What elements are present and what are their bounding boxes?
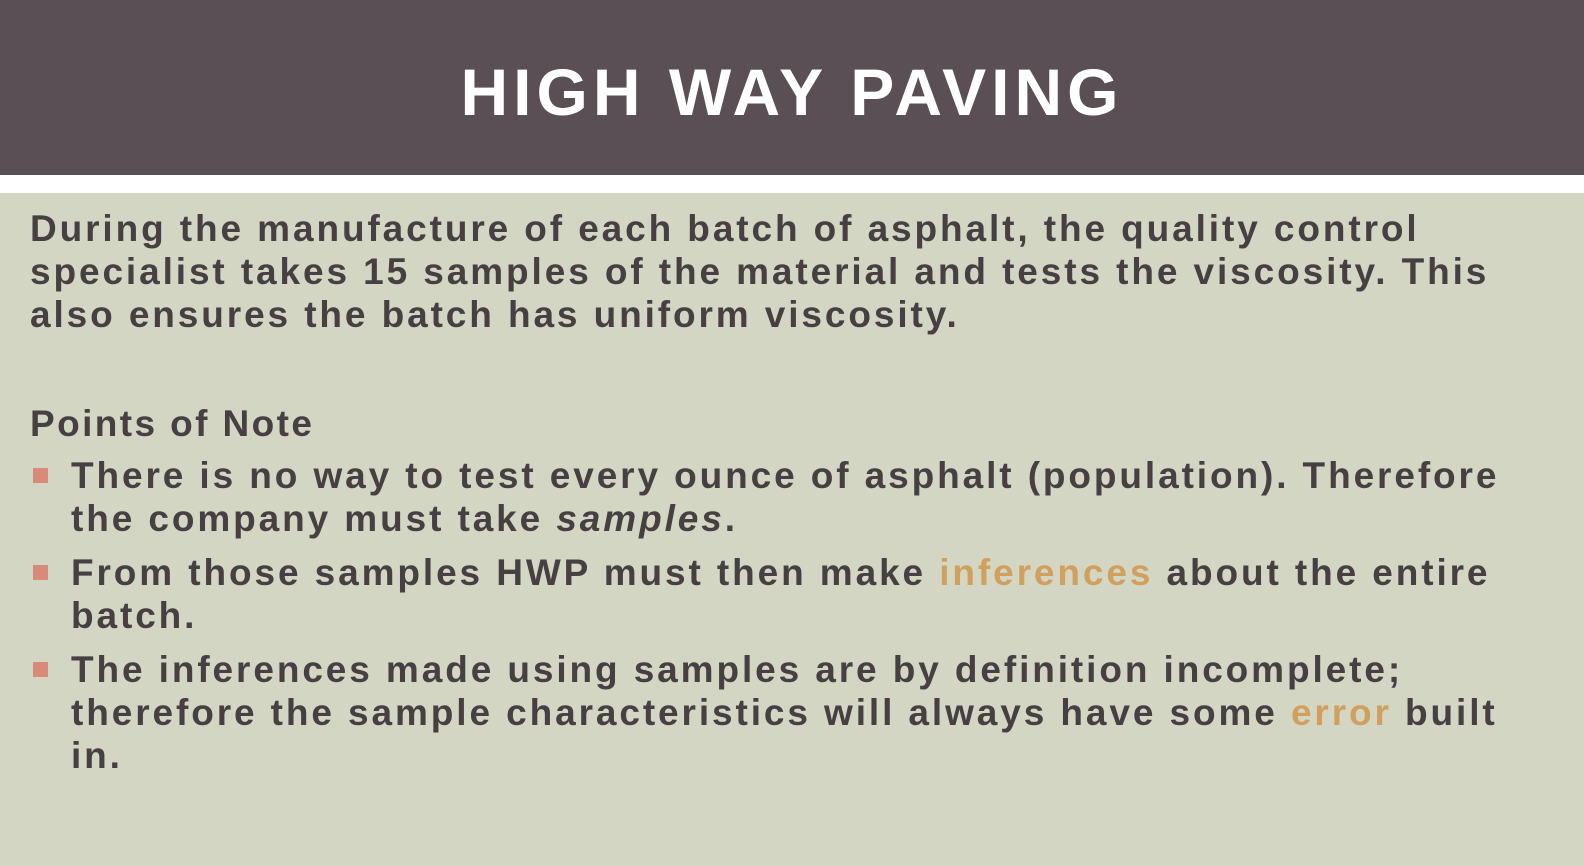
- bullet-text-end: .: [724, 498, 738, 539]
- bullet-text: The inferences made using samples are by…: [71, 649, 1404, 733]
- bullet-text: There is no way to test every ounce of a…: [71, 455, 1500, 539]
- emphasis-text: samples: [556, 498, 725, 539]
- highlight-text: error: [1290, 692, 1392, 733]
- square-bullet-icon: [33, 468, 48, 483]
- intro-paragraph: During the manufacture of each batch of …: [30, 208, 1490, 335]
- bullet-text-end: built in.: [71, 692, 1498, 776]
- square-bullet-icon: [33, 662, 48, 677]
- square-bullet-icon: [33, 565, 48, 580]
- bullet-item: There is no way to test every ounce of a…: [30, 454, 1560, 540]
- highlight-text: inferences: [939, 552, 1154, 593]
- bullet-item: From those samples HWP must then make in…: [30, 551, 1560, 637]
- points-heading: Points of Note: [30, 403, 315, 444]
- bullet-text-end: about the entire batch.: [71, 552, 1491, 636]
- slide-title: HIGH WAY PAVING: [460, 55, 1124, 129]
- bullet-item: The inferences made using samples are by…: [30, 648, 1560, 777]
- bullet-list: There is no way to test every ounce of a…: [30, 454, 1560, 788]
- title-divider: [0, 175, 1584, 193]
- bullet-text: From those samples HWP must then make: [71, 552, 940, 593]
- slide-content: During the manufacture of each batch of …: [30, 207, 1560, 776]
- title-bar: [0, 0, 1584, 175]
